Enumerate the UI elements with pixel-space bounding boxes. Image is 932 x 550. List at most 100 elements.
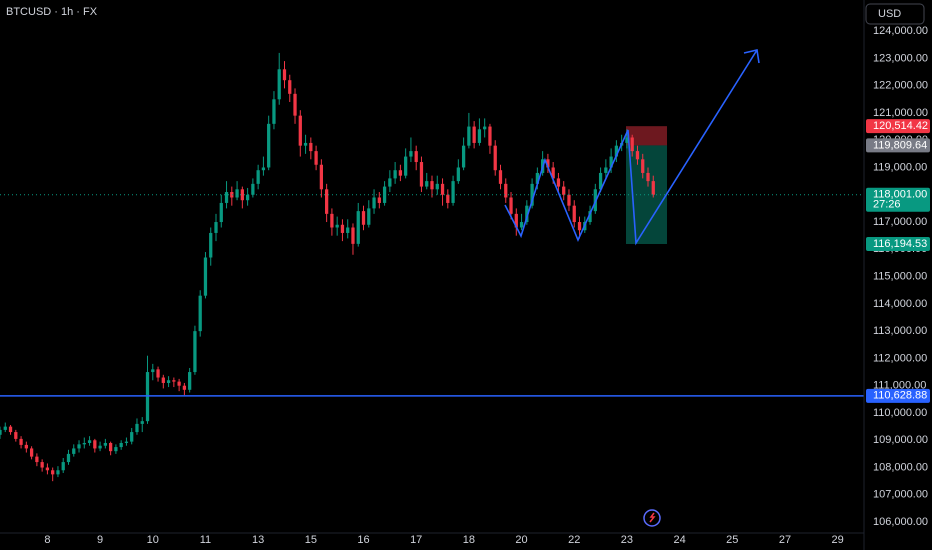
candle-body — [635, 151, 640, 160]
trend-drawing[interactable] — [504, 49, 758, 246]
candle-body — [651, 181, 655, 195]
candle-body — [209, 232, 213, 258]
candle-body — [598, 172, 603, 190]
price-badge — [866, 119, 930, 134]
candle-body — [440, 183, 445, 195]
candle-body — [109, 442, 113, 452]
candle-body — [103, 442, 107, 446]
candle-body — [562, 186, 566, 195]
price-badge-label: 116,194.53 — [873, 238, 927, 250]
candle-body — [293, 93, 297, 116]
currency-box[interactable] — [865, 3, 925, 25]
candle-body — [51, 470, 55, 475]
candle-body — [45, 467, 50, 471]
y-tick-label: 109,000.00 — [873, 434, 928, 446]
candle-body — [61, 462, 65, 471]
candle-body — [193, 331, 197, 373]
x-tick-label: 20 — [515, 534, 527, 546]
candle-body — [282, 69, 287, 81]
candle-body — [114, 447, 118, 452]
candle-body — [288, 80, 292, 94]
y-tick-label: 107,000.00 — [873, 489, 928, 501]
candle-body — [614, 145, 619, 157]
symbol-title[interactable]: BTCUSD · 1h · FX — [6, 6, 98, 18]
candle-body — [556, 178, 561, 187]
candle-body — [461, 145, 466, 168]
candle-body — [367, 208, 371, 225]
candle-body — [72, 448, 76, 454]
candle-body — [151, 369, 155, 373]
candle-body — [188, 372, 192, 390]
candle-body — [93, 440, 97, 449]
candle-body — [309, 142, 313, 152]
y-tick-label: 113,000.00 — [873, 325, 927, 337]
candle-body — [546, 159, 550, 168]
candle-body — [172, 380, 176, 382]
price-badge — [866, 237, 930, 252]
x-tick-label: 24 — [673, 534, 685, 546]
candle-body — [319, 164, 323, 190]
x-tick-label: 27 — [779, 534, 791, 546]
y-tick-label: 112,000.00 — [873, 352, 927, 364]
candle-body — [519, 222, 524, 228]
y-tick-label: 111,000.00 — [873, 380, 926, 392]
candle-body — [161, 377, 165, 383]
candle-body — [430, 181, 434, 190]
candle-body — [630, 137, 634, 152]
candle-body — [641, 159, 645, 173]
candle-body — [646, 172, 650, 182]
candle-body — [330, 213, 334, 228]
candle-body — [14, 432, 18, 439]
candle-body — [0, 429, 2, 435]
candle-body — [488, 126, 492, 146]
candle-body — [340, 224, 345, 233]
logo-icon[interactable] — [643, 509, 661, 527]
candle-body — [346, 227, 350, 233]
candle-body — [98, 445, 102, 449]
candle-body — [224, 192, 229, 203]
candle-body — [577, 222, 582, 231]
price-badge-label: 119,809.64 — [873, 139, 927, 151]
candle-body — [235, 189, 239, 198]
y-tick-label: 117,000.00 — [873, 216, 927, 228]
stop-zone — [626, 126, 667, 146]
candle-body — [388, 178, 392, 187]
candle-body — [609, 156, 613, 168]
price-badge-label: 120,514.42 — [873, 120, 928, 132]
candle-body — [177, 381, 181, 386]
y-tick-label: 124,000.00 — [873, 25, 928, 37]
y-tick-label: 122,000.00 — [873, 80, 928, 92]
candle-body — [588, 211, 592, 223]
x-tick-label: 23 — [621, 534, 633, 546]
candle-body — [198, 295, 202, 332]
price-badge-label: 110,628.88 — [873, 390, 927, 402]
candle-body — [398, 170, 403, 176]
candle-body — [314, 151, 318, 165]
candle-body — [140, 421, 144, 424]
y-tick-label: 115,000.00 — [873, 270, 927, 282]
candle-body — [404, 156, 408, 176]
candle-body — [493, 145, 497, 171]
candle-body — [451, 181, 455, 203]
candle-body — [240, 189, 244, 201]
candle-body — [325, 189, 329, 214]
candle-body — [87, 440, 92, 443]
candle-body — [525, 205, 529, 223]
candle-body — [156, 369, 160, 378]
price-badge — [866, 187, 930, 212]
currency-label[interactable]: USD — [878, 8, 901, 20]
candle-body — [435, 183, 439, 190]
candle-body — [261, 167, 266, 171]
candle-body — [19, 438, 23, 445]
candle-body — [498, 170, 503, 184]
candle-body — [166, 380, 171, 383]
candle-body — [393, 170, 397, 179]
x-tick-label: 16 — [357, 534, 369, 546]
price-badge — [866, 388, 930, 403]
candle-body — [135, 423, 139, 433]
candle-body — [567, 194, 571, 206]
x-tick-label: 17 — [410, 534, 422, 546]
price-badge — [866, 138, 930, 153]
x-tick-label: 8 — [44, 534, 50, 546]
